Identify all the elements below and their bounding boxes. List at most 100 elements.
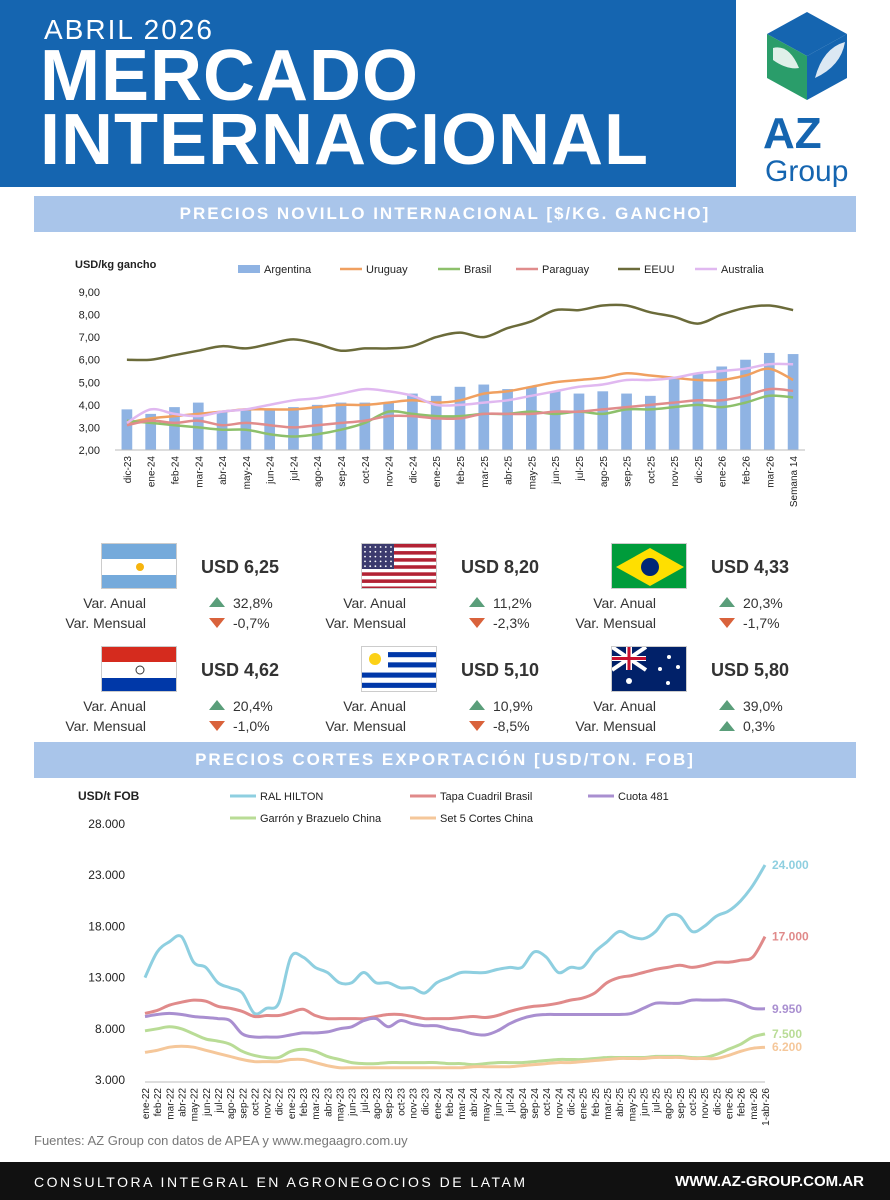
chart2-xtick: jul-24 (506, 1088, 517, 1114)
price-card-uruguay: USD 5,10 Var. Anual 10,9% Var. Mensual -8,5% (325, 646, 631, 741)
chart2-xtick: feb-23 (299, 1088, 310, 1117)
card-anual-label: Var. Anual (593, 595, 656, 611)
price-card-brasil: USD 4,33 Var. Anual 20,3% Var. Mensual -1,7% (575, 543, 881, 638)
cube-icon (767, 12, 847, 100)
chart2-xtick: sep-24 (530, 1088, 541, 1119)
footer-website-link[interactable]: WWW.AZ-GROUP.COM.AR (675, 1173, 864, 1190)
chart1-xtick: oct-25 (646, 456, 657, 484)
chart2-end-label: 6.200 (772, 1040, 802, 1054)
section-title-cortes: PRECIOS CORTES EXPORTACIÓN [USD/TON. FOB… (34, 742, 856, 778)
chart1-xtick: sep-25 (623, 456, 634, 487)
chart1-line-brasil (126, 394, 794, 438)
chart2-xtick: nov-22 (263, 1088, 274, 1119)
card-anual-label: Var. Anual (83, 595, 146, 611)
chart1-bar (121, 409, 133, 450)
chart2-xtick: oct-23 (396, 1088, 407, 1116)
chart1-bar (549, 391, 561, 450)
logo-group-text: Group (765, 155, 849, 188)
chart2-xtick: nov-23 (408, 1088, 419, 1119)
chart1-legend-brasil: Brasil (438, 264, 492, 276)
chart1-ytick: 5,00 (79, 377, 100, 389)
chart2-ytick: 13.000 (88, 971, 125, 985)
chart1-xtick: dic-23 (123, 456, 134, 484)
chart2-xtick: may-23 (336, 1088, 347, 1122)
svg-text:Cuota 481: Cuota 481 (618, 791, 669, 803)
triangle-up-icon (469, 597, 485, 607)
footer-tagline: CONSULTORA INTEGRAL EN AGRONEGOCIOS DE L… (34, 1174, 528, 1190)
chart1-line-eeuu (126, 303, 794, 362)
chart2-end-label: 7.500 (772, 1027, 802, 1041)
flag-australia-icon (611, 646, 687, 692)
chart1-bar (502, 389, 513, 450)
flag-usa-icon (361, 543, 437, 589)
chart2-ylabel: USD/t FOB (78, 789, 140, 803)
card-mensual-value: 0,3% (743, 718, 775, 734)
chart2-xtick: dic-22 (275, 1088, 286, 1116)
chart2-xtick: feb-24 (445, 1088, 456, 1117)
card-anual-value: 10,9% (493, 698, 533, 714)
svg-text:Argentina: Argentina (264, 264, 312, 276)
flag-brazil-icon (611, 543, 687, 589)
card-anual-label: Var. Anual (343, 595, 406, 611)
card-mensual-label: Var. Mensual (325, 718, 406, 734)
chart1-xtick: nov-24 (385, 456, 396, 487)
chart1-xtick: feb-26 (742, 456, 753, 485)
chart2-xtick: ene-22 (141, 1088, 152, 1120)
footer-bar: CONSULTORA INTEGRAL EN AGRONEGOCIOS DE L… (0, 1162, 890, 1200)
chart1-xtick: Semana 14 (789, 456, 800, 508)
chart1-bar (597, 391, 609, 450)
triangle-up-icon (209, 700, 225, 710)
chart1-ytick: 8,00 (79, 310, 100, 322)
chart1-xtick: jun-25 (551, 456, 562, 485)
triangle-down-icon (719, 618, 735, 628)
chart1-xtick: mar-26 (765, 456, 776, 488)
card-mensual-value: -1,7% (743, 615, 780, 631)
report-month: ABRIL 2026 (44, 14, 214, 45)
svg-text:EEUU: EEUU (644, 264, 675, 276)
header-banner: ABRIL 2026 MERCADO INTERNACIONAL (0, 0, 736, 187)
chart2-legend-item: Tapa Cuadril Brasil (410, 791, 532, 803)
chart1-bar (430, 395, 442, 450)
chart1-bar (573, 393, 585, 450)
chart1-legend-eeuu: EEUU (618, 264, 675, 276)
chart2-xtick: jun-22 (202, 1088, 213, 1117)
chart1-xtick: mar-24 (194, 456, 205, 488)
chart1-xtick: ene-25 (432, 456, 443, 488)
chart2-xtick: dic-24 (566, 1088, 577, 1116)
chart2-end-label: 17.000 (772, 930, 809, 944)
chart2-legend-item: Set 5 Cortes China (410, 813, 534, 825)
chart2-line (144, 935, 767, 1021)
chart1-xtick: jun-24 (266, 456, 277, 485)
chart2-xtick: nov-25 (700, 1088, 711, 1119)
card-anual-label: Var. Anual (343, 698, 406, 714)
chart2-xtick: ago-24 (518, 1088, 529, 1120)
cortes-export-chart: USD/t FOB 3.000 8.000 13.000 18.000 23.000 28.… (78, 789, 809, 1126)
chart2-end-label: 9.950 (772, 1002, 802, 1016)
chart2-legend-item: RAL HILTON (230, 791, 323, 803)
chart1-xtick: may-25 (527, 456, 538, 490)
price-card-australia: USD 5,80 Var. Anual 39,0% Var. Mensual 0,3% (575, 646, 881, 741)
chart2-xtick: ene-23 (287, 1088, 298, 1120)
chart2-xtick: mar-22 (165, 1088, 176, 1120)
chart2-xtick: dic-25 (712, 1088, 723, 1116)
chart1-bar (169, 407, 180, 450)
chart2-xtick: may-22 (190, 1088, 201, 1122)
card-mensual-value: -2,3% (493, 615, 530, 631)
chart1-bar (145, 413, 157, 450)
novillo-price-chart: USD/kg gancho 2,00 3,00 4,00 5,00 6,00 7,00 8,0… (75, 259, 805, 508)
svg-text:Tapa Cuadril Brasil: Tapa Cuadril Brasil (440, 791, 532, 803)
chart1-ylabel: USD/kg gancho (75, 259, 157, 271)
chart1-bar (335, 402, 347, 450)
triangle-down-icon (469, 618, 485, 628)
card-mensual-label: Var. Mensual (325, 615, 406, 631)
chart1-bar (740, 359, 751, 450)
chart2-xtick: jul-25 (652, 1088, 663, 1114)
chart2-xtick: nov-24 (554, 1088, 565, 1119)
card-price: USD 8,20 (461, 557, 540, 577)
card-anual-value: 11,2% (493, 595, 532, 611)
chart2-xtick: may-24 (481, 1088, 492, 1122)
az-group-logo: AZ Group (745, 8, 865, 188)
chart2-xtick: oct-25 (688, 1088, 699, 1116)
chart2-end-label: 24.000 (772, 858, 809, 872)
card-price: USD 4,62 (201, 660, 280, 680)
